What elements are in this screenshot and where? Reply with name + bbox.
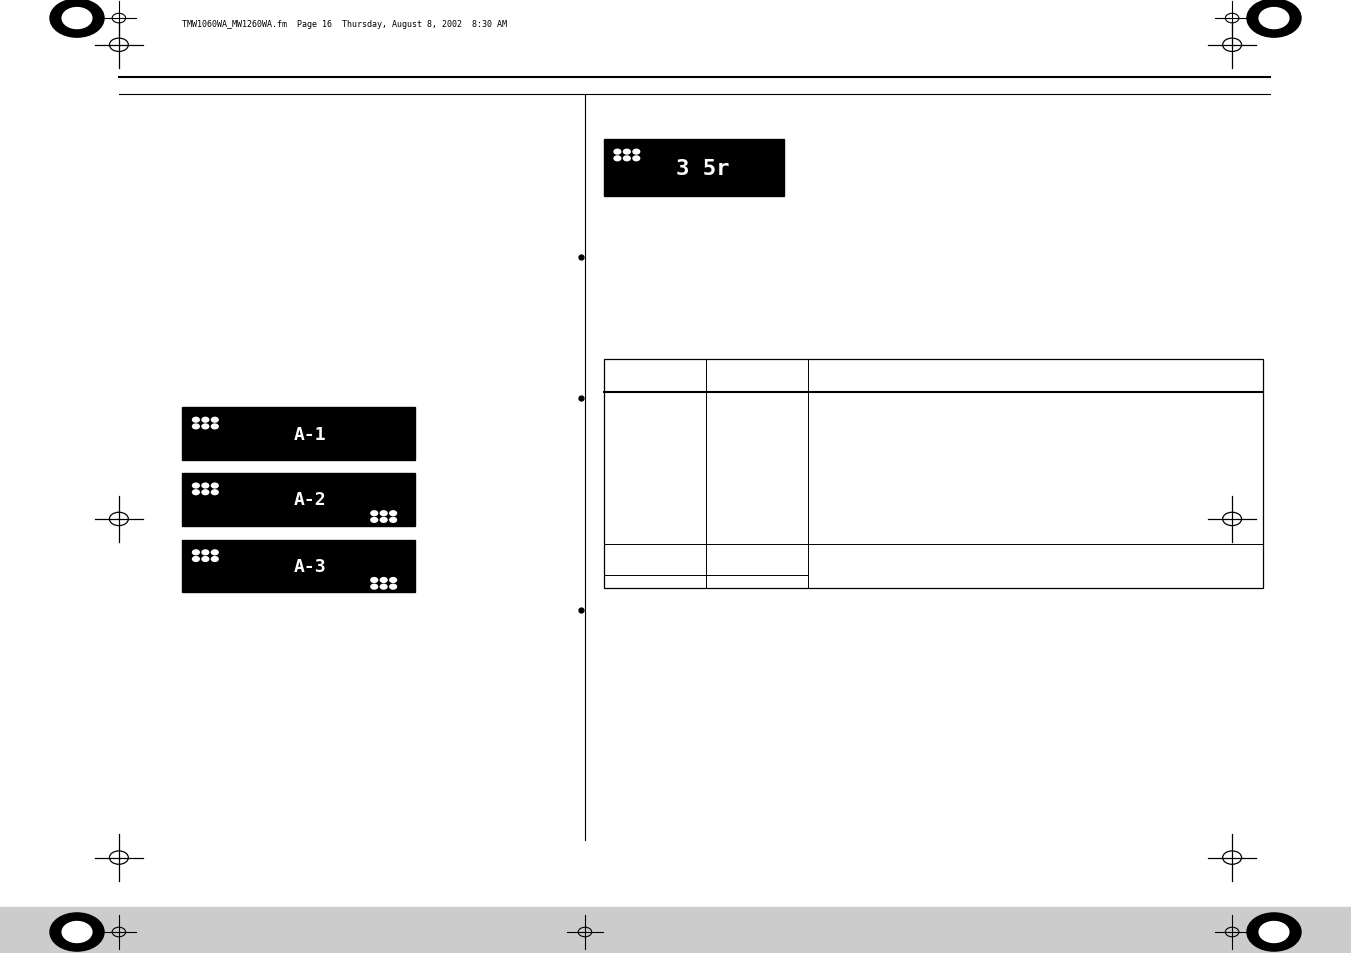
Bar [604,140,784,197]
Circle shape [370,511,378,517]
Circle shape [1259,922,1289,943]
Circle shape [203,425,209,429]
Circle shape [381,511,386,517]
Circle shape [613,157,621,162]
Circle shape [212,551,219,555]
Circle shape [203,551,209,555]
Circle shape [390,578,397,583]
Circle shape [1247,913,1301,951]
Circle shape [50,913,104,951]
Circle shape [370,518,378,522]
Circle shape [193,557,200,562]
Circle shape [212,491,219,496]
Circle shape [390,585,397,589]
Bar [182,408,415,460]
Circle shape [62,9,92,30]
Bar [182,474,415,526]
Circle shape [193,417,200,423]
Circle shape [193,491,200,496]
Circle shape [203,557,209,562]
Circle shape [632,151,640,155]
Circle shape [203,484,209,489]
Circle shape [212,417,219,423]
Text: A-1: A-1 [295,425,327,443]
Circle shape [613,151,621,155]
Circle shape [212,425,219,429]
Circle shape [381,518,386,522]
Circle shape [212,557,219,562]
Circle shape [390,518,397,522]
Circle shape [193,484,200,489]
Circle shape [62,922,92,943]
Circle shape [390,511,397,517]
Bar [182,540,415,593]
Circle shape [370,578,378,583]
Circle shape [1247,0,1301,38]
Circle shape [1259,9,1289,30]
Circle shape [370,585,378,589]
Circle shape [623,151,630,155]
Bar [0,907,1351,953]
Circle shape [193,551,200,555]
Text: A-3: A-3 [295,558,327,576]
Bar [604,359,1263,588]
Circle shape [203,491,209,496]
Text: 3 5r: 3 5r [676,159,730,178]
Circle shape [212,484,219,489]
Text: TMW1060WA_MW1260WA.fm  Page 16  Thursday, August 8, 2002  8:30 AM: TMW1060WA_MW1260WA.fm Page 16 Thursday, … [182,20,508,30]
Circle shape [203,417,209,423]
Circle shape [632,157,640,162]
Circle shape [193,425,200,429]
Circle shape [381,585,386,589]
Text: A-2: A-2 [295,491,327,509]
Circle shape [381,578,386,583]
Circle shape [50,0,104,38]
Circle shape [623,157,630,162]
